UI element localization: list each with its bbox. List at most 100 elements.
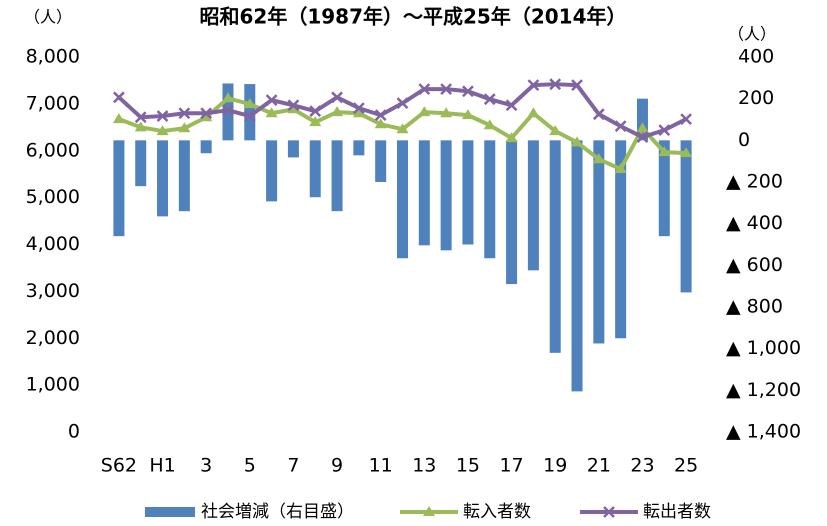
marker xyxy=(418,83,431,95)
bar xyxy=(658,140,670,237)
bar xyxy=(113,140,125,237)
marker xyxy=(134,121,147,132)
bar xyxy=(549,140,561,353)
marker xyxy=(352,102,365,114)
marker xyxy=(331,91,343,104)
x-tick-label: 15 xyxy=(456,455,480,477)
bar xyxy=(135,140,147,187)
marker xyxy=(483,119,496,130)
bar xyxy=(593,140,605,344)
marker xyxy=(592,153,605,164)
y2-tick-label: 0 xyxy=(738,129,750,151)
x-tick-label: 13 xyxy=(412,455,436,477)
chart-title: 昭和62年（1987年）～平成25年（2014年） xyxy=(200,5,627,29)
y2-unit: （人） xyxy=(728,25,776,44)
y-tick-label: 6,000 xyxy=(26,139,80,161)
marker xyxy=(549,125,562,136)
marker xyxy=(243,110,256,122)
marker xyxy=(309,116,322,127)
marker xyxy=(440,107,453,118)
x-tick-label: 9 xyxy=(331,455,343,477)
legend-label: 転入者数 xyxy=(463,502,531,522)
bar xyxy=(418,140,430,246)
marker xyxy=(156,125,169,136)
marker xyxy=(396,97,409,110)
y2-tick-label: ▲ 1,200 xyxy=(726,379,801,401)
y2-tick-label: ▲ 1,000 xyxy=(726,337,801,359)
marker xyxy=(614,120,627,133)
y2-tick-label: 400 xyxy=(738,46,774,68)
y-tick-label: 0 xyxy=(68,421,80,443)
marker xyxy=(134,111,147,124)
marker xyxy=(527,79,540,92)
bar xyxy=(353,140,365,156)
legend-label: 転出者数 xyxy=(643,502,711,522)
x-tick-label: 21 xyxy=(587,455,611,477)
bar xyxy=(309,140,321,198)
marker xyxy=(549,78,562,91)
y-tick-label: 3,000 xyxy=(26,280,80,302)
y-tick-label: 8,000 xyxy=(26,46,80,68)
bar xyxy=(375,140,387,182)
bar xyxy=(157,140,169,217)
x-tick-label: 23 xyxy=(630,455,654,477)
bar xyxy=(462,140,474,245)
x-tick-label: 19 xyxy=(543,455,567,477)
marker xyxy=(571,136,584,147)
bar xyxy=(571,140,583,392)
legend-marker xyxy=(423,506,435,516)
marker xyxy=(614,163,627,174)
x-tick-label: 3 xyxy=(200,455,212,477)
bar xyxy=(244,84,256,141)
bar xyxy=(287,140,299,158)
x-tick-label: S62 xyxy=(101,455,137,477)
bar xyxy=(397,140,408,259)
marker xyxy=(265,94,278,107)
marker xyxy=(462,85,474,98)
y2-tick-label: 200 xyxy=(738,87,774,109)
marker xyxy=(309,105,322,118)
bar xyxy=(636,98,648,141)
y2-tick-label: ▲ 600 xyxy=(726,254,783,276)
marker xyxy=(658,146,671,157)
bar xyxy=(506,140,518,285)
marker xyxy=(112,113,125,124)
marker xyxy=(200,107,213,120)
marker xyxy=(178,122,191,133)
y-tick-label: 4,000 xyxy=(26,233,80,255)
y2-tick-label: ▲ 400 xyxy=(726,212,783,234)
marker xyxy=(505,99,518,112)
bar xyxy=(615,140,627,339)
x-tick-label: 11 xyxy=(369,455,393,477)
marker xyxy=(113,91,125,104)
marker xyxy=(200,111,213,122)
marker xyxy=(418,106,431,117)
marker xyxy=(331,106,344,117)
bar xyxy=(200,140,212,154)
y-tick-label: 1,000 xyxy=(26,374,80,396)
marker xyxy=(658,124,671,137)
x-tick-label: H1 xyxy=(149,455,175,477)
bar xyxy=(440,140,452,251)
marker xyxy=(374,109,387,122)
y2-tick-label: ▲ 200 xyxy=(726,171,783,193)
x-tick-label: 17 xyxy=(499,455,523,477)
y-tick-label: 5,000 xyxy=(26,186,80,208)
y-unit: （人） xyxy=(24,8,72,27)
bar xyxy=(266,140,278,202)
marker xyxy=(287,103,300,114)
x-tick-label: 25 xyxy=(674,455,698,477)
marker xyxy=(636,122,649,133)
marker xyxy=(527,107,540,118)
bar xyxy=(680,140,692,293)
marker xyxy=(221,92,234,103)
legend-swatch xyxy=(145,507,195,517)
marker xyxy=(505,132,518,143)
y2-tick-label: ▲ 1,400 xyxy=(726,421,801,443)
marker xyxy=(287,99,300,112)
marker xyxy=(156,110,169,122)
marker xyxy=(178,107,191,120)
legend-marker xyxy=(603,506,615,518)
marker xyxy=(440,83,453,95)
legend-label: 社会増減（右目盛） xyxy=(201,502,354,522)
